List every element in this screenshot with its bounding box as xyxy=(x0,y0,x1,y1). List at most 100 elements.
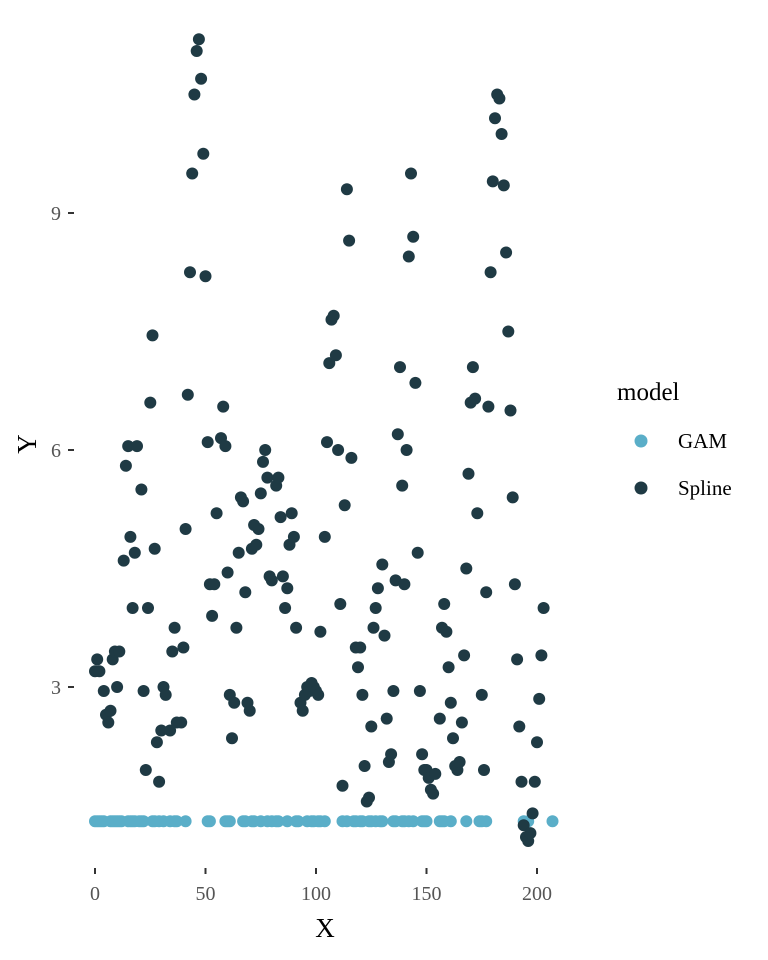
spline-point xyxy=(175,716,188,729)
y-axis-ticks: 3 6 9 xyxy=(51,203,74,699)
spline-point xyxy=(250,538,263,551)
spline-point xyxy=(475,688,488,701)
spline-point xyxy=(327,309,340,322)
gam-point xyxy=(179,815,192,828)
spline-point xyxy=(228,696,241,709)
spline-point xyxy=(466,361,479,374)
spline-point xyxy=(433,712,446,725)
spline-point xyxy=(506,491,519,504)
spline-point xyxy=(458,649,471,662)
legend-swatch-spline xyxy=(634,481,648,495)
spline-point xyxy=(150,736,163,749)
spline-point xyxy=(345,451,358,464)
spline-point xyxy=(385,748,398,761)
spline-point xyxy=(206,609,219,622)
spline-point xyxy=(378,629,391,642)
spline-point xyxy=(526,807,539,820)
spline-point xyxy=(113,645,126,658)
spline-point xyxy=(219,440,232,453)
x-axis-title: X xyxy=(315,913,335,943)
spline-point xyxy=(508,578,521,591)
y-axis-title: Y xyxy=(12,434,42,454)
spline-point xyxy=(166,645,179,658)
spline-point xyxy=(460,562,473,575)
spline-point xyxy=(93,665,106,678)
spline-point xyxy=(502,325,515,338)
gam-point xyxy=(272,815,285,828)
x-tick-label: 0 xyxy=(90,883,100,905)
spline-point xyxy=(358,760,371,772)
spline-point xyxy=(276,570,289,583)
spline-point xyxy=(272,471,285,484)
spline-point xyxy=(398,578,411,591)
gam-point xyxy=(407,815,420,828)
spline-point xyxy=(128,546,141,559)
spline-point xyxy=(314,625,327,638)
spline-point xyxy=(352,661,364,674)
spline-point xyxy=(411,546,424,559)
spline-point xyxy=(91,653,104,666)
spline-point xyxy=(478,764,490,776)
legend-swatch-gam xyxy=(634,434,648,448)
spline-point xyxy=(164,724,177,737)
spline-point xyxy=(354,641,367,654)
x-tick-label: 50 xyxy=(196,883,216,905)
gam-point xyxy=(292,815,305,828)
spline-point xyxy=(394,361,406,374)
spline-point xyxy=(144,396,157,409)
spline-point xyxy=(210,507,223,520)
x-tick-label: 150 xyxy=(412,883,442,905)
spline-point xyxy=(500,246,513,259)
spline-point xyxy=(513,720,526,733)
legend: model GAM Spline xyxy=(617,379,732,500)
legend-label-spline: Spline xyxy=(678,476,732,500)
spline-point xyxy=(279,602,292,614)
spline-point xyxy=(517,819,530,832)
spline-point xyxy=(380,712,393,725)
spline-point xyxy=(287,530,300,543)
spline-point xyxy=(482,400,495,413)
spline-point xyxy=(252,523,265,535)
spline-point xyxy=(159,688,172,701)
spline-point xyxy=(122,440,135,453)
spline-point xyxy=(340,183,353,196)
spline-point xyxy=(455,716,468,729)
y-tick-label: 6 xyxy=(51,440,61,462)
spline-point xyxy=(504,404,517,417)
spline-point xyxy=(429,767,442,780)
spline-point xyxy=(146,329,159,342)
spline-point xyxy=(531,736,543,749)
spline-point xyxy=(137,685,150,697)
spline-point xyxy=(486,175,499,188)
spline-point xyxy=(413,685,426,697)
spline-point xyxy=(323,357,336,370)
spline-point xyxy=(442,661,455,674)
spline-point xyxy=(332,444,345,456)
spline-point xyxy=(416,748,429,761)
spline-point xyxy=(343,234,356,247)
spline-point xyxy=(329,349,342,362)
spline-point xyxy=(484,266,497,279)
spline-point xyxy=(285,507,298,520)
spline-point xyxy=(438,598,451,610)
spline-point xyxy=(396,479,409,492)
spline-point xyxy=(409,376,422,389)
spline-point xyxy=(336,779,349,792)
spline-point xyxy=(535,649,548,662)
x-tick-label: 200 xyxy=(522,883,552,905)
spline-point xyxy=(131,440,143,453)
spline-point xyxy=(495,128,508,140)
spline-point xyxy=(259,444,272,456)
spline-point xyxy=(318,530,331,543)
y-tick-label: 9 xyxy=(51,203,61,225)
spline-point xyxy=(135,483,148,496)
spline-point xyxy=(201,436,214,449)
spline-point xyxy=(148,542,161,555)
spline-point xyxy=(119,459,132,472)
spline-point xyxy=(104,704,117,717)
spline-point xyxy=(190,45,203,57)
spline-point xyxy=(265,574,278,587)
spline-point xyxy=(254,487,267,500)
spline-point xyxy=(480,586,493,599)
